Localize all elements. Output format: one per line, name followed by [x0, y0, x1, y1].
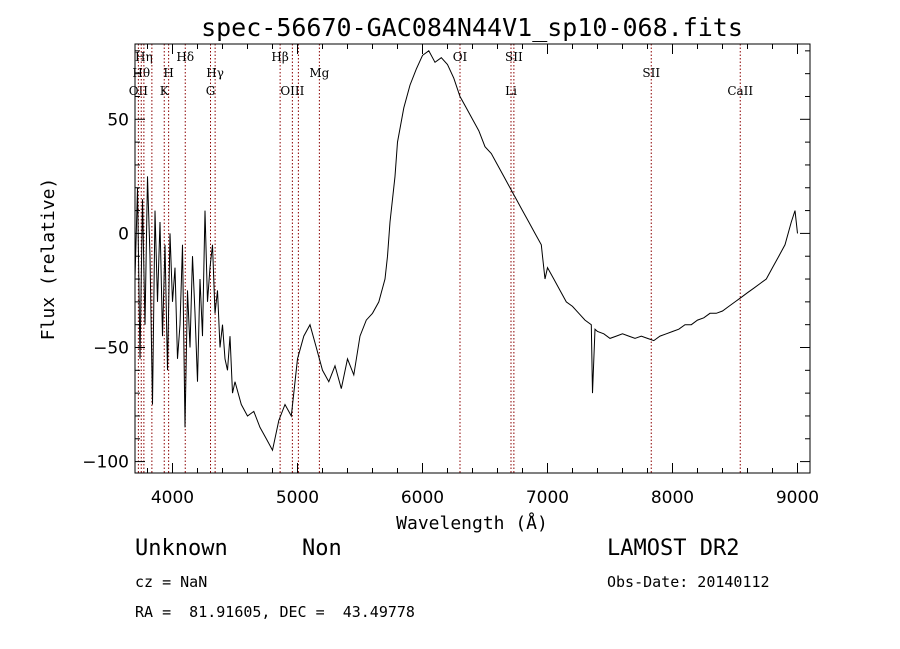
tick-label: 5000	[276, 488, 319, 508]
tick-label: 50	[107, 110, 129, 130]
marker-label: OI	[453, 50, 468, 64]
marker-label: K	[160, 84, 170, 98]
marker-label: Hδ	[176, 50, 194, 64]
tick-label: 4000	[151, 488, 194, 508]
marker-label: Hη	[135, 50, 153, 64]
marker-label: CaII	[727, 84, 753, 98]
redshift-cz: cz = NaN	[135, 573, 208, 591]
tick-label: 6000	[401, 488, 444, 508]
marker-label: Hθ	[132, 66, 150, 80]
marker-label: Mg	[309, 66, 329, 80]
chart-title: spec-56670-GAC084N44V1_sp10-068.fits	[201, 13, 743, 42]
tick-label: 0	[118, 224, 129, 244]
tick-label: 8000	[651, 488, 694, 508]
axis-ticks: 4000 5000 6000 7000 8000 9000 −100 −50 0 50	[82, 44, 819, 508]
marker-label: Hβ	[271, 50, 288, 64]
x-axis-label: Wavelength (Å)	[396, 512, 548, 534]
survey-name: LAMOST DR2	[607, 536, 740, 561]
tick-label: −100	[82, 453, 129, 473]
tick-label: −50	[93, 338, 129, 358]
plot-frame	[134, 43, 811, 474]
marker-label: H	[163, 66, 173, 80]
marker-label: Li	[505, 84, 517, 98]
marker-label: OIII	[280, 84, 304, 98]
marker-label: Hγ	[206, 66, 224, 80]
marker-label: SII	[642, 66, 660, 80]
marker-label: OII	[129, 84, 149, 98]
object-class: Unknown	[135, 536, 228, 561]
observation-date: Obs-Date: 20140112	[607, 573, 770, 591]
spectrum-line	[134, 50, 798, 452]
y-axis-label: Flux (relative)	[38, 178, 59, 341]
tick-label: 9000	[776, 488, 819, 508]
marker-label: SII	[505, 50, 523, 64]
tick-label: 7000	[526, 488, 569, 508]
ra-dec-coordinates: RA = 81.91605, DEC = 43.49778	[135, 603, 415, 621]
object-subclass: Non	[302, 536, 342, 561]
marker-label: G	[206, 84, 216, 98]
